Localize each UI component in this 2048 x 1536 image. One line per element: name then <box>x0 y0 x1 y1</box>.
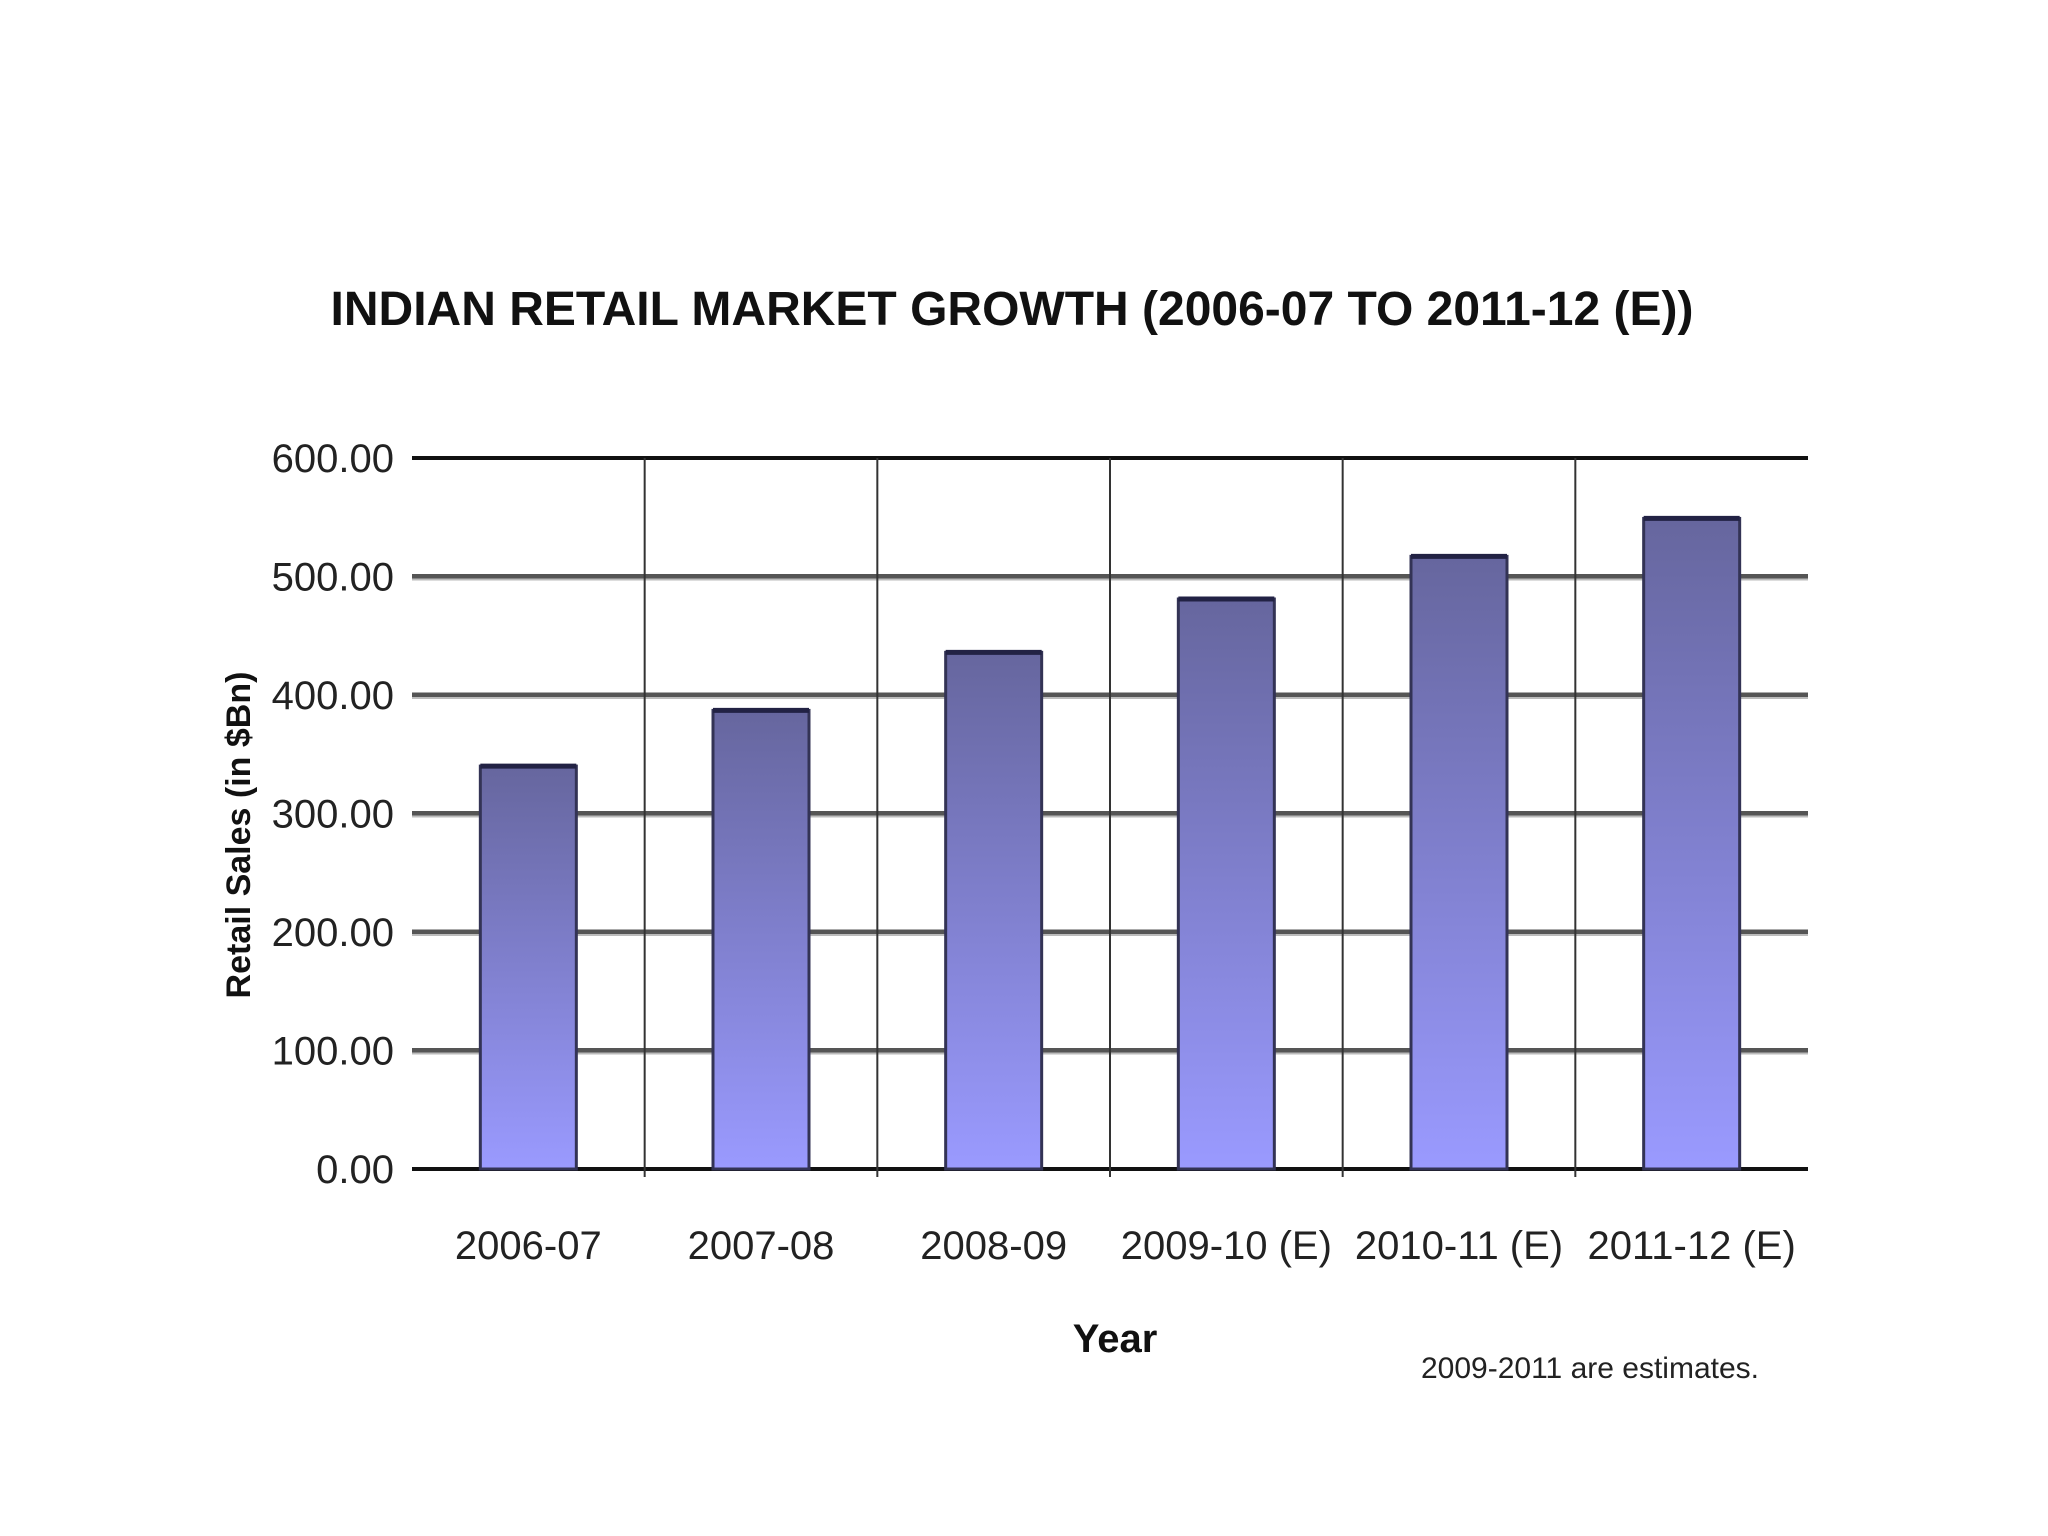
chart-title: INDIAN RETAIL MARKET GROWTH (2006-07 TO … <box>331 283 1694 336</box>
bar-2011-12-e <box>1642 516 1742 1171</box>
x-tick-label: 2011-12 (E) <box>1588 1224 1796 1268</box>
x-tick-label: 2009-10 (E) <box>1121 1224 1332 1268</box>
y-tick-label: 300.00 <box>272 793 394 837</box>
y-tick-label: 600.00 <box>272 437 394 481</box>
bars <box>478 515 1742 1171</box>
x-axis-ticks: 2006-07 2007-08 2008-09 2009-10 (E) 2010-11 … <box>455 1224 1796 1268</box>
y-tick-label: 100.00 <box>272 1030 394 1074</box>
bar-2009-10-e <box>1176 597 1276 1171</box>
bar-2008-09 <box>944 650 1044 1171</box>
x-axis-label: Year <box>1073 1317 1158 1361</box>
y-axis-ticks: 0.00 100.00 200.00 300.00 400.00 500.00 600.00 <box>272 437 394 1192</box>
category-dividers <box>643 458 1577 1177</box>
bar-2007-08 <box>711 708 811 1171</box>
y-tick-label: 400.00 <box>272 674 394 718</box>
x-tick-label: 2006-07 <box>455 1224 602 1268</box>
x-tick-label: 2008-09 <box>920 1224 1067 1268</box>
x-tick-label: 2007-08 <box>688 1224 835 1268</box>
footnote: 2009-2011 are estimates. <box>1421 1352 1759 1385</box>
y-axis-label: Retail Sales (in $Bn) <box>220 672 258 999</box>
y-tick-label: 500.00 <box>272 556 394 600</box>
bar-2010-11-e <box>1409 554 1509 1171</box>
bar-2006-07 <box>478 764 578 1171</box>
y-tick-label: 200.00 <box>272 911 394 955</box>
y-tick-label: 0.00 <box>316 1148 394 1192</box>
x-tick-label: 2010-11 (E) <box>1355 1224 1563 1268</box>
